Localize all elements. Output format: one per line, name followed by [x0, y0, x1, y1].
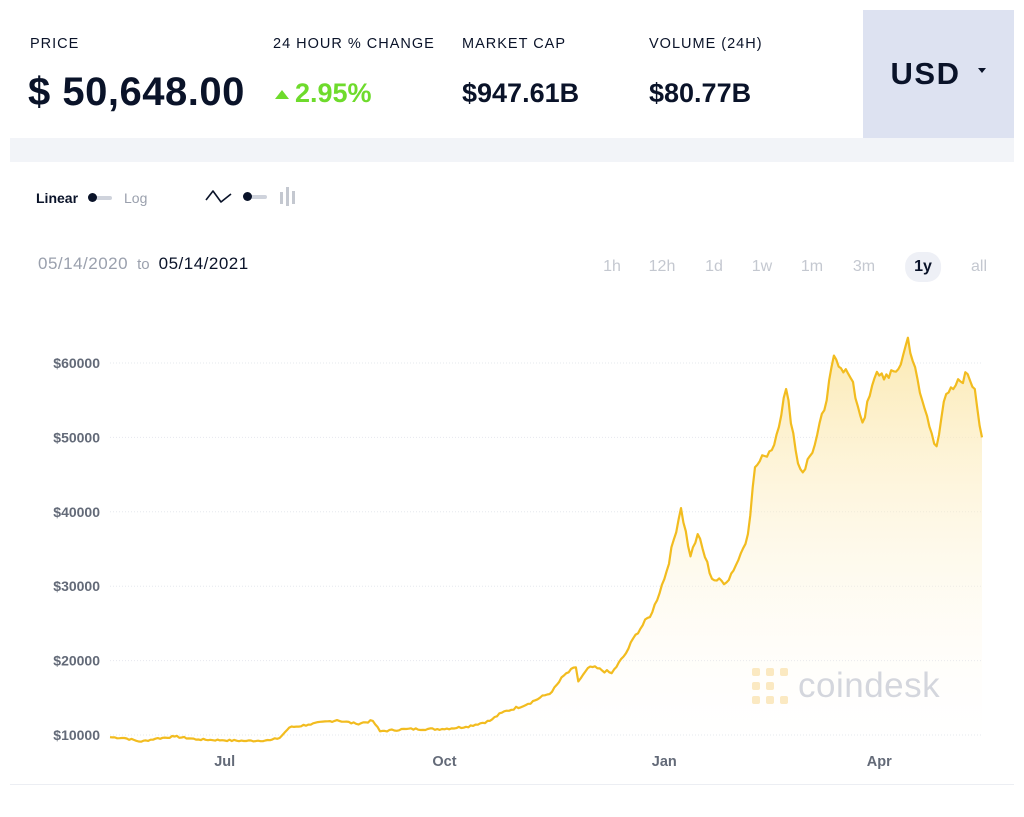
scale-switch[interactable] — [88, 193, 113, 202]
stats-divider-band — [10, 138, 1014, 162]
y-axis: $10000 $20000 $30000 $40000 $50000 $60000 — [53, 355, 100, 743]
period-12h[interactable]: 12h — [648, 258, 676, 275]
range-from-date[interactable]: 05/14/2020 — [38, 254, 129, 273]
chevron-down-icon — [978, 67, 987, 73]
x-tick-label: Oct — [432, 754, 456, 770]
bottom-divider — [10, 784, 1014, 785]
line-chart-icon[interactable] — [205, 187, 233, 207]
stats-bar: PRICE $ 50,648.00 24 HOUR % CHANGE 2.95%… — [10, 10, 1014, 138]
period-1y[interactable]: 1y — [905, 252, 941, 282]
period-1h[interactable]: 1h — [603, 258, 621, 275]
y-tick-label: $50000 — [53, 429, 100, 445]
change-percent: 2.95% — [295, 78, 372, 108]
coindesk-logo-icon — [752, 668, 788, 704]
range-to-word: to — [137, 256, 150, 273]
x-tick-label: Apr — [867, 754, 892, 770]
range-to-date[interactable]: 05/14/2021 — [158, 254, 249, 273]
volume-value: $80.77B — [649, 78, 752, 108]
scale-linear-label[interactable]: Linear — [36, 190, 79, 206]
period-3m[interactable]: 3m — [852, 258, 876, 275]
change-value: 2.95% — [275, 78, 372, 109]
x-tick-label: Jul — [214, 754, 235, 770]
watermark-text: coindesk — [798, 666, 941, 705]
coindesk-watermark: coindesk — [750, 666, 940, 706]
scale-log-label[interactable]: Log — [124, 190, 148, 206]
currency-dropdown[interactable]: USD — [863, 10, 1014, 138]
y-tick-label: $40000 — [53, 504, 100, 520]
period-1d[interactable]: 1d — [705, 258, 723, 275]
market-cap-label: MARKET CAP — [462, 36, 567, 52]
price-area-fill — [110, 337, 982, 742]
y-tick-label: $20000 — [53, 653, 100, 669]
chart-type-switch[interactable] — [243, 192, 267, 201]
candlestick-chart-icon[interactable] — [279, 186, 297, 208]
period-all[interactable]: all — [970, 258, 988, 275]
price-value: $ 50,648.00 — [28, 70, 245, 114]
price-line — [109, 336, 984, 743]
date-range: 05/14/2020 to 05/14/2021 — [38, 254, 249, 274]
period-1w[interactable]: 1w — [751, 258, 773, 275]
volume-label: VOLUME (24H) — [649, 36, 763, 52]
x-axis: Jul Oct Jan Apr — [214, 754, 892, 770]
y-tick-label: $10000 — [53, 727, 100, 743]
period-1m[interactable]: 1m — [800, 258, 824, 275]
period-selector: 1h 12h 1d 1w 1m 3m 1y all — [0, 252, 1024, 284]
y-tick-label: $60000 — [53, 355, 100, 371]
x-tick-label: Jan — [652, 754, 677, 770]
scale-toggle[interactable]: Linear Log — [36, 190, 147, 206]
y-tick-label: $30000 — [53, 578, 100, 594]
up-arrow-icon — [275, 90, 289, 99]
chart-type-toggle[interactable] — [205, 186, 297, 208]
change-label: 24 HOUR % CHANGE — [273, 36, 435, 52]
currency-selected: USD — [890, 56, 961, 91]
price-label: PRICE — [30, 36, 80, 52]
market-cap-value: $947.61B — [462, 78, 580, 108]
